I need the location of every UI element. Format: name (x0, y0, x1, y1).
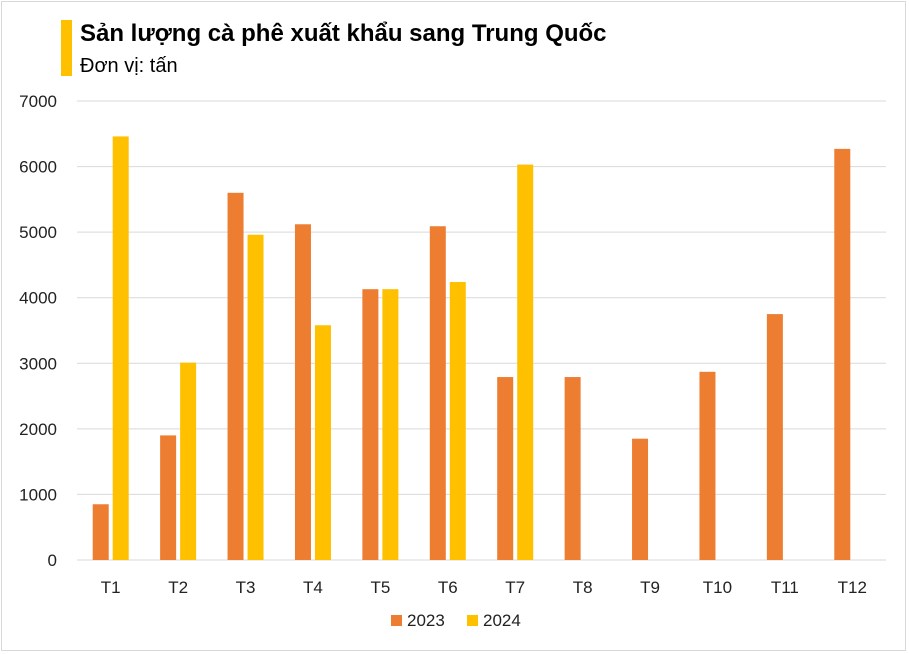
chart-title: Sản lượng cà phê xuất khẩu sang Trung Qu… (80, 20, 607, 47)
x-tick-label: T2 (168, 578, 188, 597)
y-tick-label: 5000 (19, 223, 57, 242)
x-tick-label: T11 (771, 578, 799, 597)
bar-2024-t6 (449, 281, 466, 560)
legend-label-2023: 2023 (407, 611, 445, 630)
bar-2023-t8 (564, 377, 581, 560)
y-tick-label: 2000 (19, 420, 57, 439)
x-tick-label: T3 (236, 578, 256, 597)
title-accent-bar (61, 20, 72, 76)
legend-swatch-2023 (391, 615, 402, 626)
x-tick-label: T7 (505, 578, 525, 597)
y-tick-label: 6000 (19, 158, 57, 177)
y-tick-label: 1000 (19, 485, 57, 504)
y-tick-label: 7000 (19, 92, 57, 111)
x-tick-label: T1 (101, 578, 121, 597)
bar-2024-t1 (112, 136, 129, 560)
x-tick-label: T6 (438, 578, 458, 597)
y-tick-label: 0 (48, 551, 57, 570)
bar-2024-t2 (180, 362, 197, 560)
x-tick-label: T9 (640, 578, 660, 597)
bar-2023-t10 (699, 371, 716, 560)
y-tick-label: 4000 (19, 289, 57, 308)
x-tick-label: T12 (838, 578, 867, 597)
x-tick-label: T5 (370, 578, 390, 597)
chart-subtitle: Đơn vị: tấn (80, 55, 178, 77)
bar-2023-t7 (497, 377, 514, 560)
x-tick-label: T8 (573, 578, 593, 597)
bar-2023-t4 (294, 224, 311, 560)
bar-2023-t11 (766, 314, 783, 560)
y-tick-label: 3000 (19, 354, 57, 373)
legend-label-2024: 2024 (483, 611, 521, 630)
x-tick-label: T4 (303, 578, 323, 597)
bar-2024-t3 (247, 234, 264, 560)
bar-2023-t2 (160, 435, 177, 560)
x-tick-label: T10 (703, 578, 732, 597)
bar-2023-t5 (362, 289, 379, 560)
legend-swatch-2024 (467, 615, 478, 626)
bar-2023-t6 (429, 226, 446, 560)
bar-2024-t5 (382, 289, 399, 560)
bar-2023-t12 (834, 148, 851, 561)
bar-2023-t3 (227, 192, 244, 561)
bar-2024-t4 (314, 325, 331, 560)
bar-2023-t1 (92, 504, 109, 560)
bar-2023-t9 (632, 438, 649, 560)
bar-2024-t7 (517, 164, 534, 560)
